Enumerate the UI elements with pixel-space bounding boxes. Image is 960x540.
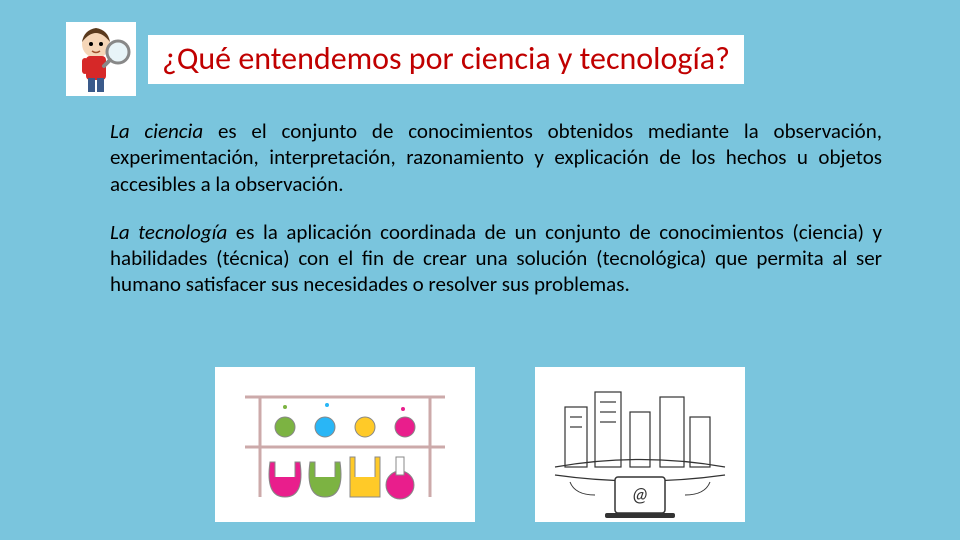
p2-lead: La tecnología	[110, 219, 227, 245]
slide: ¿Qué entendemos por ciencia y tecnología…	[0, 0, 960, 540]
boy-with-magnifier-icon	[66, 22, 136, 96]
technology-city-sketch-icon: @	[535, 367, 745, 522]
body-text: La ciencia es el conjunto de conocimient…	[110, 118, 882, 298]
svg-text:@: @	[631, 483, 649, 507]
paragraph-tecnologia: La tecnología es la aplicación coordinad…	[110, 219, 882, 298]
p1-rest: es el conjunto de conocimientos obtenido…	[110, 118, 882, 197]
images-row: @	[0, 367, 960, 522]
chemistry-lab-flasks-icon	[215, 367, 475, 522]
title-box: ¿Qué entendemos por ciencia y tecnología…	[148, 35, 744, 84]
header-row: ¿Qué entendemos por ciencia y tecnología…	[66, 22, 744, 96]
slide-title: ¿Qué entendemos por ciencia y tecnología…	[162, 39, 730, 78]
p1-lead: La ciencia	[110, 118, 203, 144]
paragraph-ciencia: La ciencia es el conjunto de conocimient…	[110, 118, 882, 197]
